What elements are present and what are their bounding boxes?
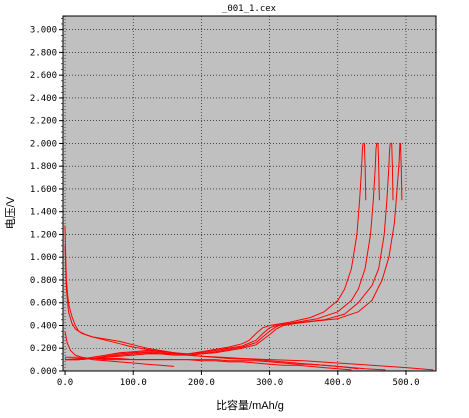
x-axis-ticks: 0.0 100.0 200.0 300.0 400.0 500.0 (57, 371, 420, 388)
x-tick-label: 500.0 (392, 378, 419, 388)
y-tick-label: 0.000 (30, 367, 57, 377)
series-line (65, 142, 403, 361)
y-tick-label: 2.000 (30, 139, 57, 149)
y-axis-label: 电压/V (4, 196, 17, 229)
y-tick-label: 3.000 (30, 26, 57, 36)
y-tick-label: 1.200 (30, 230, 57, 240)
x-tick-label: 100.0 (120, 378, 147, 388)
chart-title: _001_1.cex (222, 4, 277, 14)
y-tick-label: 2.200 (30, 117, 57, 127)
y-tick-label: 1.800 (30, 162, 57, 172)
y-tick-label: 1.400 (30, 208, 57, 218)
series-line (65, 356, 386, 371)
series-line (64, 331, 175, 367)
x-tick-label: 400.0 (324, 378, 351, 388)
series-line (65, 142, 380, 361)
x-tick-label: 0.0 (57, 378, 73, 388)
y-tick-label: 0.600 (30, 299, 57, 309)
series-line (65, 142, 367, 361)
series-line (64, 358, 352, 371)
x-tick-label: 200.0 (188, 378, 215, 388)
x-axis-label: 比容量/mAh/g (216, 398, 284, 412)
y-tick-label: 0.800 (30, 276, 57, 286)
y-tick-label: 0.400 (30, 321, 57, 331)
series-line (64, 225, 434, 371)
y-tick-label: 0.200 (30, 344, 57, 354)
y-tick-label: 1.000 (30, 253, 57, 263)
plot-area (62, 15, 437, 372)
y-tick-label: 2.400 (30, 94, 57, 104)
y-axis-ticks: 0.000 0.200 0.400 0.600 0.800 1.000 1.200 1.400… (30, 17, 63, 377)
y-tick-label: 2.800 (30, 48, 57, 58)
series-line (65, 142, 394, 361)
series-layer (64, 142, 434, 371)
plot-border (62, 15, 437, 372)
y-tick-label: 1.600 (30, 185, 57, 195)
series-line (64, 245, 359, 370)
x-tick-label: 300.0 (256, 378, 283, 388)
y-tick-label: 2.600 (30, 71, 57, 81)
